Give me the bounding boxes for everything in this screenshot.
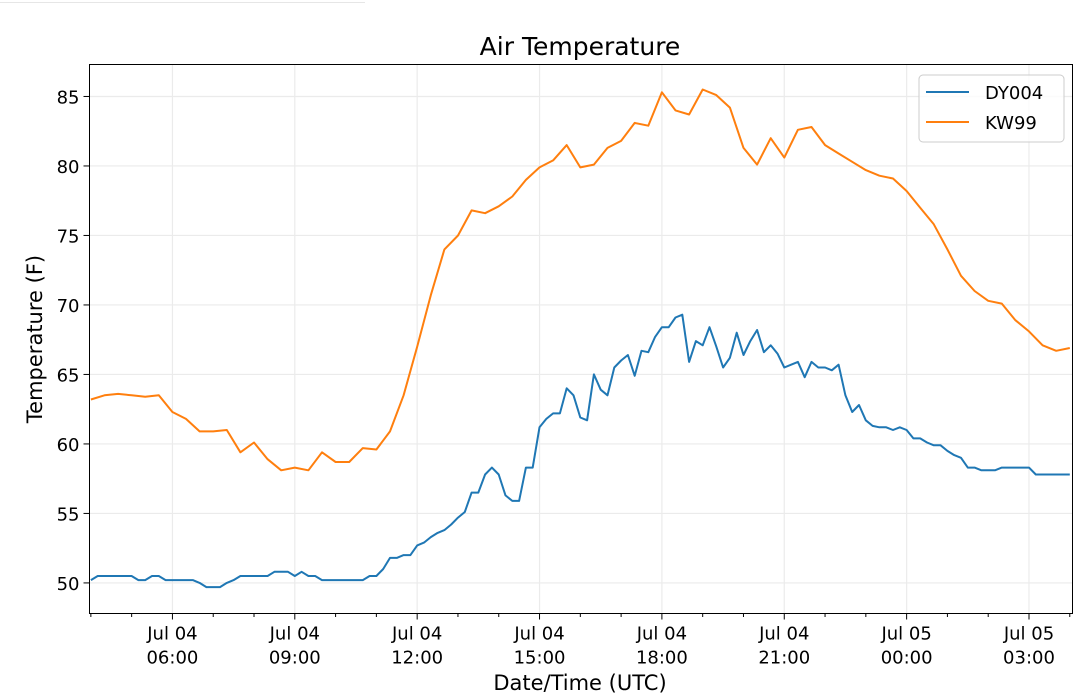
x-tick-label: 09:00	[269, 648, 321, 669]
series-line-dy004	[90, 313, 1070, 589]
y-tick-label: 65	[57, 365, 80, 386]
x-tick-label: Jul 04	[636, 624, 687, 645]
y-tick-label: 85	[57, 87, 80, 108]
legend-label: DY004	[985, 83, 1043, 104]
x-axis-label: Date/Time (UTC)	[493, 671, 666, 695]
y-tick-label: 70	[57, 296, 80, 317]
x-tick-label: Jul 04	[758, 624, 809, 645]
chart-title: Air Temperature	[480, 32, 681, 61]
legend: DY004 KW99	[918, 74, 1065, 143]
x-tick-label: 15:00	[514, 648, 566, 669]
y-tick-label: 80	[57, 157, 80, 178]
x-tick-label: Jul 04	[391, 624, 442, 645]
plot-frame	[89, 64, 1073, 614]
grid	[89, 64, 1073, 614]
x-axis: Jul 04 06:00 Jul 04 09:00 Jul 04 12:00 Jul 04 1…	[90, 613, 1071, 669]
x-tick-label: Jul 05	[880, 624, 931, 645]
series-line-kw99	[90, 88, 1071, 472]
y-axis: 50 55 60 65 70 75 80 85	[57, 87, 90, 595]
x-tick-label: 12:00	[391, 648, 443, 669]
x-tick-label: Jul 04	[513, 624, 564, 645]
y-tick-label: 55	[57, 504, 80, 525]
series-lines	[90, 88, 1071, 589]
y-tick-label: 75	[57, 226, 80, 247]
y-axis-label: Temperature (F)	[23, 255, 47, 424]
x-tick-label: Jul 04	[269, 624, 320, 645]
x-tick-label: 06:00	[146, 648, 198, 669]
y-tick-label: 60	[57, 435, 80, 456]
x-tick-label: 18:00	[636, 648, 688, 669]
x-tick-label: Jul 04	[146, 624, 197, 645]
x-tick-label: Jul 05	[1003, 624, 1054, 645]
legend-label: KW99	[985, 113, 1037, 134]
x-tick-label: 21:00	[758, 648, 810, 669]
top-divider	[0, 2, 365, 3]
x-tick-label: 03:00	[1003, 648, 1055, 669]
y-tick-label: 50	[57, 574, 80, 595]
x-tick-label: 00:00	[881, 648, 933, 669]
